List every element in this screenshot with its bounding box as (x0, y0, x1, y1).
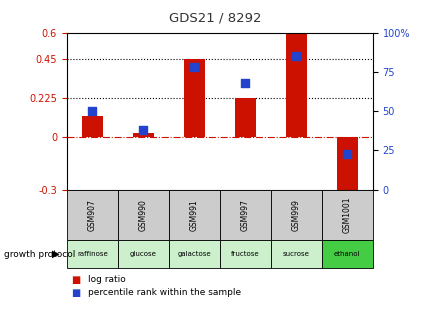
Text: ■: ■ (71, 275, 80, 284)
Bar (286, 33, 306, 137)
Bar (133, 133, 153, 137)
Text: percentile rank within the sample: percentile rank within the sample (88, 288, 241, 297)
Text: GSM999: GSM999 (291, 199, 300, 231)
Text: raffinose: raffinose (77, 251, 108, 257)
Text: GSM991: GSM991 (189, 199, 198, 231)
Text: GSM1001: GSM1001 (342, 197, 351, 233)
Text: ■: ■ (71, 288, 80, 298)
Text: glucose: glucose (129, 251, 157, 257)
Text: GSM907: GSM907 (88, 199, 97, 231)
Text: ▶: ▶ (52, 249, 60, 259)
Point (292, 54, 299, 59)
Text: sucrose: sucrose (282, 251, 309, 257)
Point (89, 109, 95, 114)
Bar (82, 116, 102, 137)
Text: GDS21 / 8292: GDS21 / 8292 (169, 11, 261, 25)
Text: GSM997: GSM997 (240, 199, 249, 231)
Text: log ratio: log ratio (88, 275, 126, 284)
Point (343, 151, 350, 156)
Bar (184, 59, 204, 137)
Point (139, 128, 146, 133)
Text: fructose: fructose (230, 251, 259, 257)
Text: growth protocol: growth protocol (4, 250, 76, 259)
Point (241, 80, 248, 86)
Bar (234, 98, 255, 137)
Text: ethanol: ethanol (333, 251, 360, 257)
Bar (336, 137, 356, 191)
Point (190, 65, 197, 70)
Text: GSM990: GSM990 (138, 199, 147, 231)
Text: galactose: galactose (177, 251, 211, 257)
